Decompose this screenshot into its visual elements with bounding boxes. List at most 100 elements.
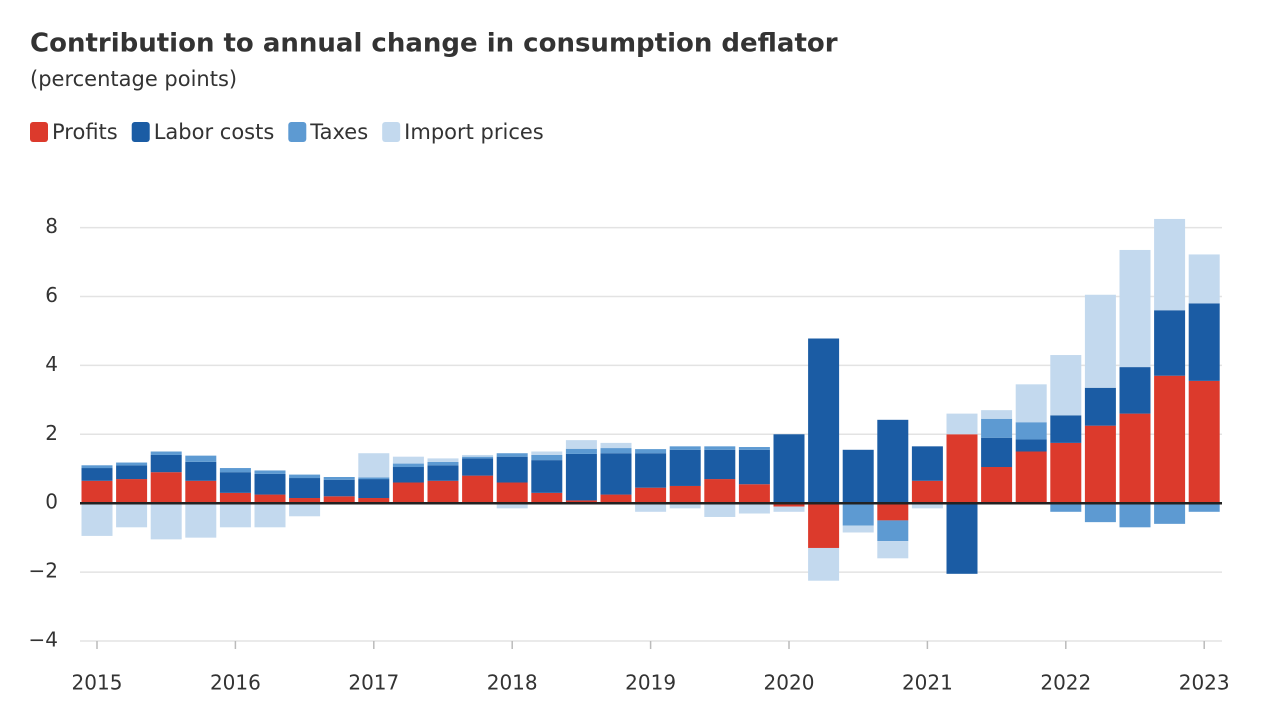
x-tick-label: 2019: [625, 671, 676, 695]
bar-segment: [669, 485, 701, 504]
bar-segment: [808, 547, 840, 581]
bar-segment: [323, 479, 355, 497]
bar-segment: [1015, 451, 1047, 504]
bar-segment: [358, 477, 390, 480]
bar-segment: [496, 482, 528, 504]
bar-segment: [392, 482, 424, 504]
bar-segment: [1154, 375, 1186, 504]
bar-segment: [669, 503, 701, 509]
bar-segment: [635, 487, 667, 504]
bar-segment: [565, 453, 597, 501]
bar-segment: [635, 453, 667, 488]
chart-subtitle: (percentage points): [30, 67, 237, 91]
bar-segment: [496, 453, 528, 457]
bar-segment: [600, 448, 632, 454]
bar-segment: [531, 451, 563, 455]
bar-segment: [289, 503, 321, 517]
bar-segment: [773, 434, 805, 504]
bar-segment: [531, 460, 563, 493]
bar-segment: [150, 472, 182, 504]
bar-segment: [738, 484, 770, 504]
x-tick-label: 2021: [902, 671, 953, 695]
bar-segment: [1050, 442, 1082, 504]
bar-segment: [704, 449, 736, 480]
bar-segment: [185, 480, 217, 504]
bar-segment: [669, 446, 701, 450]
bar-segment: [738, 503, 770, 514]
bar-segment: [600, 453, 632, 495]
bar-segment: [185, 503, 217, 538]
bar-segment: [877, 419, 909, 504]
bar-segment: [116, 462, 148, 466]
bar-segment: [1188, 303, 1220, 381]
bar-segment: [877, 541, 909, 559]
bar-segment: [1015, 439, 1047, 452]
legend-label: Taxes: [309, 120, 368, 144]
bar-segment: [946, 434, 978, 504]
bar-segment: [1119, 503, 1151, 528]
y-tick-label: 4: [45, 352, 58, 376]
bar-segment: [427, 465, 459, 481]
bar-segment: [635, 503, 667, 512]
bar-segment: [565, 500, 597, 504]
bar-segment: [808, 338, 840, 504]
bar-segment: [842, 449, 874, 504]
x-tick-label: 2020: [764, 671, 815, 695]
x-tick-label: 2018: [487, 671, 538, 695]
bar-segment: [81, 503, 113, 536]
bar-segment: [738, 447, 770, 450]
bar-segment: [289, 474, 321, 479]
bar-segment: [150, 503, 182, 540]
y-tick-label: 8: [45, 214, 58, 238]
legend-label: Profits: [52, 120, 118, 144]
bar-segment: [254, 470, 286, 474]
bar-segment: [773, 506, 805, 512]
bar-segment: [981, 418, 1013, 438]
bar-segment: [981, 437, 1013, 468]
bar-segment: [704, 446, 736, 450]
bar-segment: [1154, 503, 1186, 524]
bar-segment: [704, 479, 736, 504]
bar-segment: [1084, 387, 1116, 426]
bar-segment: [1119, 367, 1151, 414]
bar-segment: [150, 451, 182, 455]
bar-segment: [219, 472, 251, 493]
bar-segment: [1050, 503, 1082, 512]
bar-segment: [358, 479, 390, 499]
x-tick-label: 2023: [1179, 671, 1230, 695]
bar-segment: [842, 503, 874, 526]
bar-segment: [219, 468, 251, 473]
legend-swatch: [30, 122, 48, 142]
bar-segment: [185, 455, 217, 462]
bar-segment: [1084, 425, 1116, 504]
bar-segment: [946, 413, 978, 435]
y-tick-label: 6: [45, 283, 58, 307]
bar-segment: [1084, 294, 1116, 388]
bar-segment: [219, 503, 251, 528]
x-tick-label: 2022: [1040, 671, 1091, 695]
bar-segment: [289, 478, 321, 499]
bar-segment: [1084, 503, 1116, 523]
y-tick-label: −2: [29, 559, 58, 583]
bar-segment: [462, 458, 494, 476]
bar-segment: [704, 503, 736, 517]
bar-segment: [808, 503, 840, 548]
bar-segment: [219, 492, 251, 504]
bar-segment: [392, 467, 424, 483]
bar-segment: [531, 492, 563, 504]
bar-segment: [1119, 249, 1151, 368]
bar-segment: [462, 454, 494, 457]
bar-segment: [1015, 422, 1047, 440]
bar-segment: [116, 503, 148, 528]
bar-segment: [116, 465, 148, 480]
bar-segment: [565, 448, 597, 454]
bar-segment: [185, 461, 217, 481]
bar-segment: [323, 477, 355, 480]
legend-swatch: [382, 122, 401, 142]
bar-segment: [358, 453, 390, 478]
bar-segment: [1188, 380, 1220, 504]
bar-segment: [462, 456, 494, 459]
legend-label: Import prices: [404, 120, 544, 144]
bar-segment: [981, 467, 1013, 504]
